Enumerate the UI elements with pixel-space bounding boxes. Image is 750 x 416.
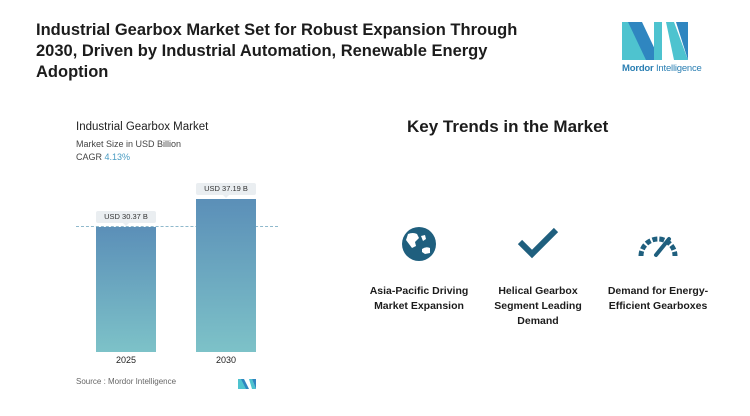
speedometer-icon <box>638 236 678 257</box>
bar-2030 <box>196 199 256 352</box>
chart-source: Source : Mordor Intelligence <box>76 377 177 386</box>
bar-2025 <box>96 227 156 352</box>
checkmark-icon <box>517 227 559 259</box>
chart-cagr: CAGR 4.13% <box>76 152 131 162</box>
mordor-logo-icon <box>622 22 688 60</box>
bar-label-2030: USD 37.19 B <box>196 183 256 198</box>
trend-item-asia-pacific: Asia-Pacific Driving Market Expansion <box>364 224 474 314</box>
trend-item-helical-gearbox: Helical Gearbox Segment Leading Demand <box>483 224 593 329</box>
mordor-logo: Mordor Intelligence <box>622 22 702 74</box>
chart-subtitle: Market Size in USD Billion <box>76 139 182 149</box>
chart-title: Industrial Gearbox Market <box>76 121 209 133</box>
key-trends-heading: Key Trends in the Market <box>407 117 609 136</box>
bar-label-2025: USD 30.37 B <box>96 211 156 226</box>
source-logo-icon <box>238 376 256 394</box>
logo-text: Mordor Intelligence <box>622 63 702 74</box>
x-tick-2030: 2030 <box>215 355 237 365</box>
x-tick-2025: 2025 <box>115 355 137 365</box>
trend-item-energy-efficient: Demand for Energy-Efficient Gearboxes <box>603 224 713 314</box>
page-title: Industrial Gearbox Market Set for Robust… <box>36 21 518 81</box>
reference-dashed-line <box>76 226 278 227</box>
globe-icon <box>402 227 436 261</box>
